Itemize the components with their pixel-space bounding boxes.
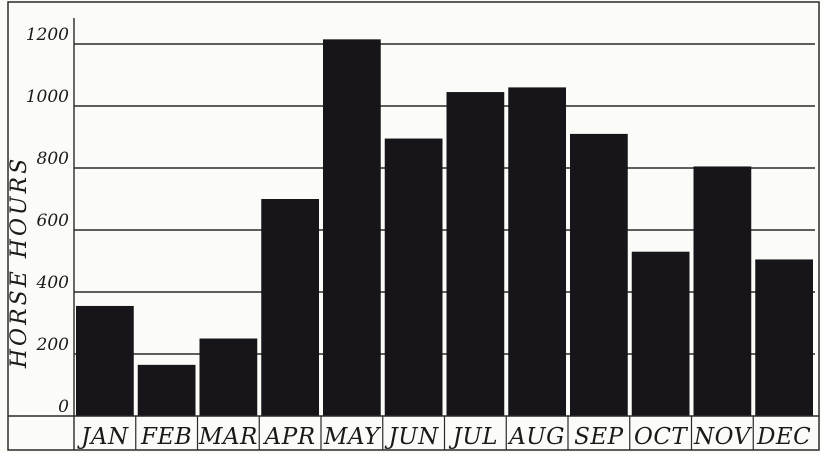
x-tick-label-nov: NOV <box>693 424 753 450</box>
x-tick-label-may: MAY <box>323 424 382 450</box>
y-tick-label-800: 800 <box>37 149 70 169</box>
y-tick-label-1200: 1200 <box>26 25 69 45</box>
bar-apr <box>261 199 319 416</box>
y-tick-label-400: 400 <box>36 273 70 293</box>
bar-feb <box>137 364 196 416</box>
bar-sep <box>570 133 628 416</box>
x-tick-label-jul: JUL <box>449 424 498 450</box>
x-tick-label-apr: APR <box>263 424 316 450</box>
x-tick-label-aug: AUG <box>507 424 565 450</box>
x-tick-label-sep: SEP <box>574 424 624 450</box>
bar-oct <box>631 251 690 416</box>
y-tick-label-200: 200 <box>36 335 70 355</box>
bar-aug <box>508 87 566 417</box>
bar-nov <box>693 166 752 416</box>
x-tick-label-feb: FEB <box>140 424 192 450</box>
bar-jan <box>76 305 134 416</box>
bar-dec <box>755 259 813 416</box>
y-tick-label-600: 600 <box>37 211 70 231</box>
y-axis-title: HORSE HOURS <box>7 156 32 369</box>
bar-may <box>323 39 381 416</box>
y-tick-label-0: 0 <box>58 397 69 417</box>
bar-jul <box>446 92 505 417</box>
x-tick-label-oct: OCT <box>634 424 688 450</box>
y-tick-label-1000: 1000 <box>26 87 69 107</box>
bar-jun <box>384 138 443 417</box>
x-tick-label-jun: JUN <box>385 424 440 450</box>
x-tick-label-jan: JAN <box>77 424 129 450</box>
chart-frame <box>7 1 820 451</box>
x-tick-label-dec: DEC <box>756 424 811 450</box>
x-tick-label-mar: MAR <box>198 424 258 450</box>
bar-mar <box>199 338 258 416</box>
